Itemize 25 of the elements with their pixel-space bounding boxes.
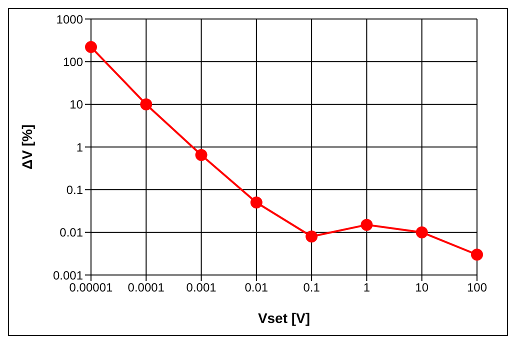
point (306, 230, 318, 242)
point (416, 226, 428, 238)
y-tick-label: 1000 (56, 12, 84, 26)
y-axis-title: ΔV [%] (18, 124, 35, 170)
y-tick-label: 0.01 (60, 226, 84, 240)
y-tick-label: 100 (62, 54, 84, 69)
point (250, 196, 262, 209)
x-tick-label: 100 (466, 280, 488, 295)
x-axis-title: Vset [V] (258, 310, 310, 326)
x-tick-label: 1 (363, 280, 370, 295)
x-tick-label: 0.00001 (69, 280, 114, 295)
x-tick-label: 0.0001 (128, 280, 165, 295)
x-tick-label: 0.01 (244, 280, 268, 295)
y-tick-label: 0.1 (66, 182, 84, 197)
point (195, 148, 208, 161)
point (471, 248, 483, 261)
y-tick-label: 10 (70, 98, 84, 112)
y-tick-label: 0.001 (52, 268, 84, 282)
point (140, 98, 152, 110)
point (360, 218, 373, 231)
x-tick-label: 0.001 (186, 280, 217, 295)
y-tick-label: 1 (76, 140, 84, 154)
point (85, 41, 97, 54)
x-tick-label: 0.1 (303, 280, 320, 295)
x-tick-label: 10 (415, 280, 429, 295)
